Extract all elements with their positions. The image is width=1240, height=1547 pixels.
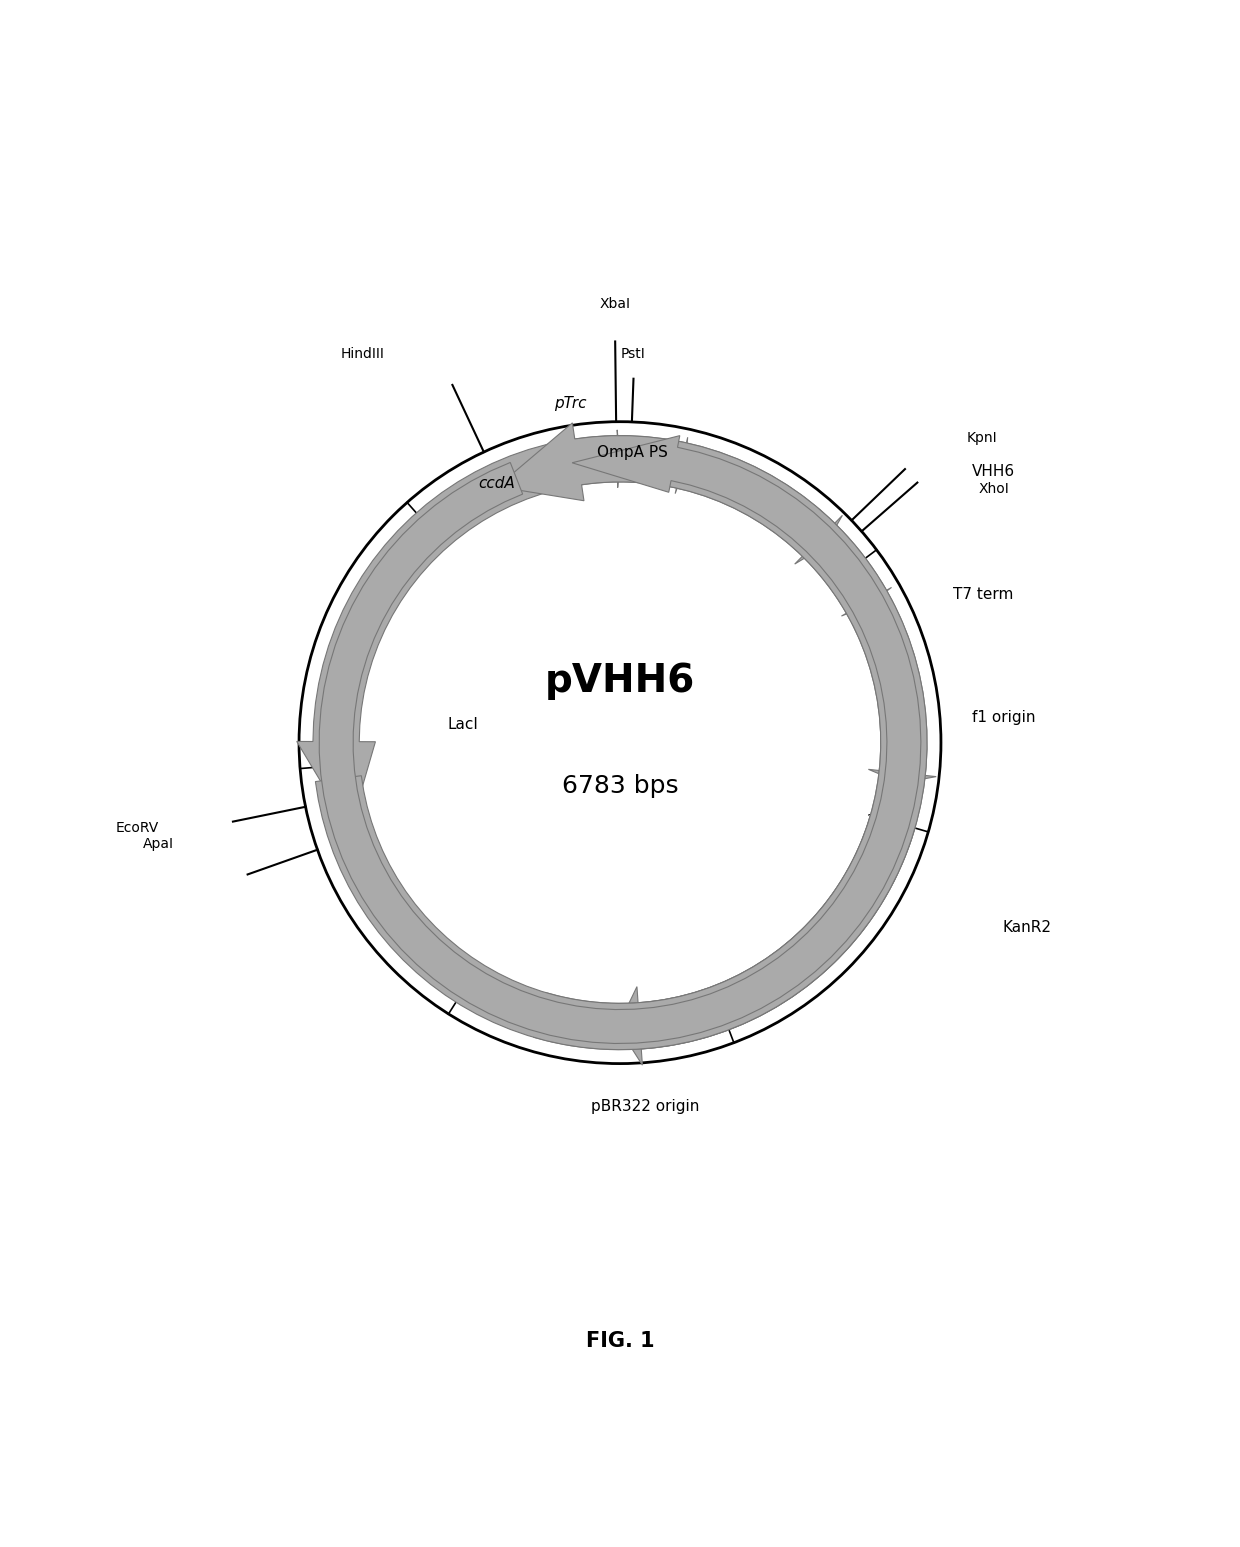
Text: VHH6: VHH6 bbox=[972, 464, 1016, 478]
Text: XbaI: XbaI bbox=[600, 297, 631, 311]
Text: pTrc: pTrc bbox=[554, 396, 587, 410]
Text: 5000: 5000 bbox=[330, 758, 363, 772]
Text: KanR2: KanR2 bbox=[1003, 920, 1052, 936]
Polygon shape bbox=[315, 422, 928, 1050]
Polygon shape bbox=[692, 450, 842, 565]
Text: T7 term: T7 term bbox=[954, 586, 1013, 602]
Polygon shape bbox=[296, 436, 928, 1049]
Polygon shape bbox=[618, 815, 915, 1066]
Text: 3000: 3000 bbox=[701, 993, 734, 1006]
Text: 6783 bps: 6783 bps bbox=[562, 774, 678, 798]
Polygon shape bbox=[621, 438, 688, 493]
Text: pVHH6: pVHH6 bbox=[544, 662, 696, 699]
Text: LacI: LacI bbox=[448, 716, 479, 732]
Text: FIG. 1: FIG. 1 bbox=[585, 1332, 655, 1352]
Text: f1 origin: f1 origin bbox=[972, 710, 1035, 726]
Text: 6000: 6000 bbox=[422, 531, 455, 543]
Text: 4000: 4000 bbox=[456, 968, 490, 981]
Text: HindIII: HindIII bbox=[341, 347, 384, 360]
Text: EcoRV: EcoRV bbox=[115, 821, 159, 835]
Text: pBR322 origin: pBR322 origin bbox=[590, 1100, 699, 1114]
Text: 2000: 2000 bbox=[867, 812, 900, 826]
Text: KpnI: KpnI bbox=[967, 432, 997, 446]
Polygon shape bbox=[857, 608, 936, 783]
Text: OmpA PS: OmpA PS bbox=[596, 446, 668, 459]
Text: ApaI: ApaI bbox=[143, 837, 174, 851]
Text: PstI: PstI bbox=[621, 347, 646, 360]
Polygon shape bbox=[319, 436, 921, 1044]
Text: XhoI: XhoI bbox=[980, 481, 1009, 495]
Text: ccdA: ccdA bbox=[479, 476, 515, 490]
Text: 1000: 1000 bbox=[823, 571, 857, 585]
Polygon shape bbox=[817, 540, 892, 616]
Polygon shape bbox=[575, 430, 620, 487]
